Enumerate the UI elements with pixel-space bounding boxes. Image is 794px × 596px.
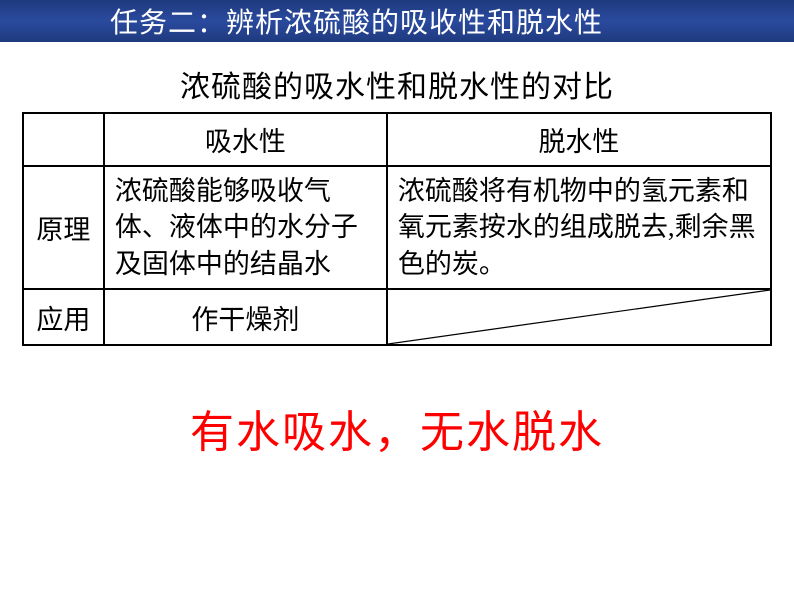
comparison-table-wrap: 吸水性 脱水性 原理 浓硫酸能够吸收气体、液体中的水分子及固体中的结晶水 浓硫酸… xyxy=(0,112,794,346)
header-empty-cell xyxy=(23,113,104,166)
diagonal-line-icon xyxy=(388,290,770,344)
comparison-table: 吸水性 脱水性 原理 浓硫酸能够吸收气体、液体中的水分子及固体中的结晶水 浓硫酸… xyxy=(22,112,772,346)
header-bar: 任务二：辨析浓硫酸的吸收性和脱水性 xyxy=(0,0,794,42)
table-header-row: 吸水性 脱水性 xyxy=(23,113,771,166)
header-col-a: 吸水性 xyxy=(104,113,387,166)
table-row-principle: 原理 浓硫酸能够吸收气体、液体中的水分子及固体中的结晶水 浓硫酸将有机物中的氢元… xyxy=(23,166,771,289)
table-row-application: 应用 作干燥剂 xyxy=(23,289,771,345)
row-label-principle: 原理 xyxy=(23,166,104,289)
subtitle: 浓硫酸的吸水性和脱水性的对比 xyxy=(0,62,794,106)
header-col-b: 脱水性 xyxy=(387,113,771,166)
principle-col-b: 浓硫酸将有机物中的氢元素和氧元素按水的组成脱去,剩余黑色的炭。 xyxy=(387,166,771,289)
principle-col-a: 浓硫酸能够吸收气体、液体中的水分子及固体中的结晶水 xyxy=(104,166,387,289)
summary-text: 有水吸水，无水脱水 xyxy=(0,396,794,460)
application-col-b xyxy=(387,289,771,345)
application-col-a: 作干燥剂 xyxy=(104,289,387,345)
row-label-application: 应用 xyxy=(23,289,104,345)
header-title: 任务二：辨析浓硫酸的吸收性和脱水性 xyxy=(110,1,603,41)
